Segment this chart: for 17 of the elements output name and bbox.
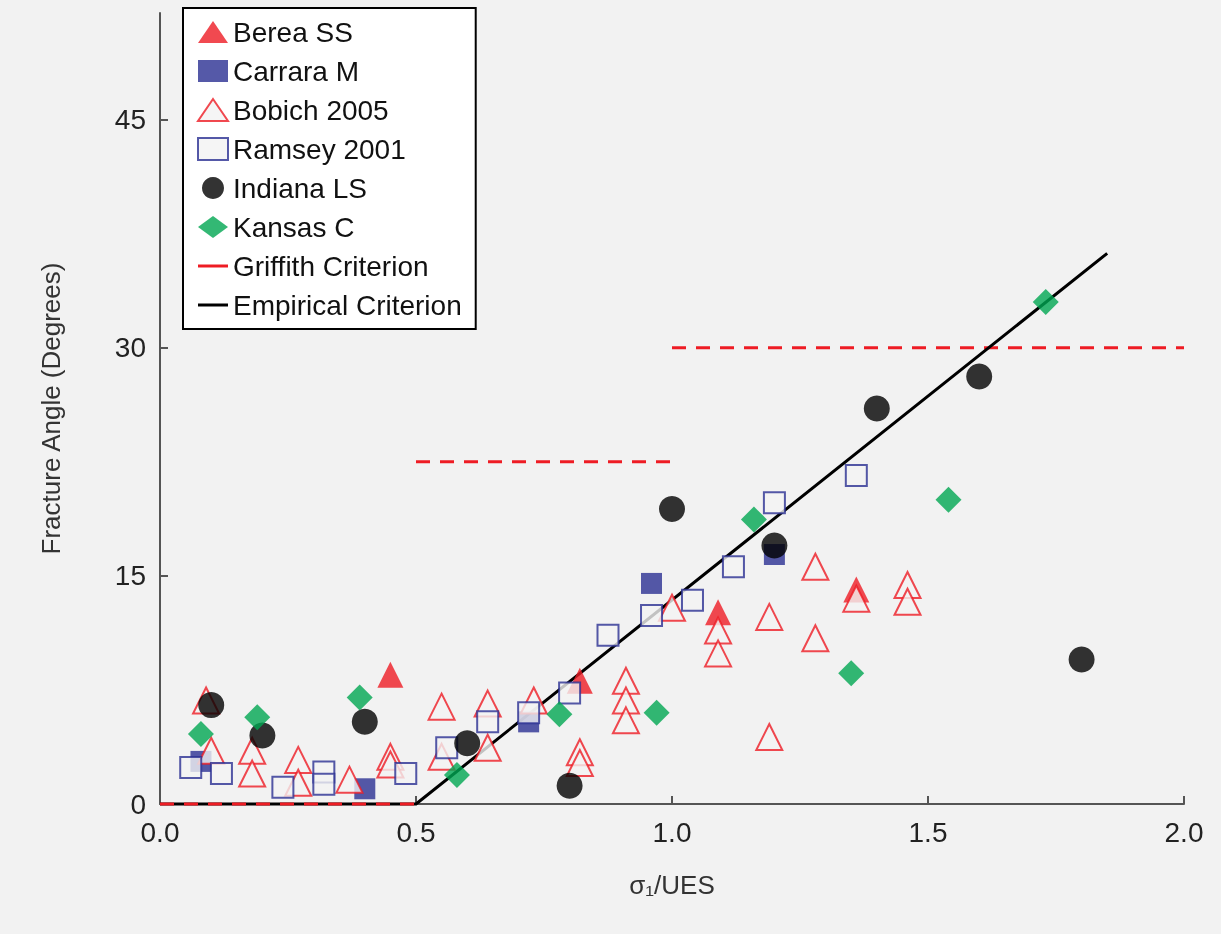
legend-label: Empirical Criterion <box>233 289 462 321</box>
y-tick-label: 30 <box>114 332 146 364</box>
x-tick-label: 1.5 <box>908 816 948 848</box>
legend-label: Bobich 2005 <box>233 94 389 126</box>
x-tick-label: 0.5 <box>396 816 436 848</box>
legend-label: Carrara M <box>233 55 360 87</box>
legend-label: Griffith Criterion <box>233 250 429 282</box>
legend-label: Berea SS <box>233 16 353 48</box>
x-tick-label: 2.0 <box>1164 816 1204 848</box>
legend-label: Indiana LS <box>233 172 367 204</box>
x-axis-title: σ₁/UES <box>629 870 715 900</box>
legend-label: Ramsey 2001 <box>233 133 406 165</box>
x-tick-label: 1.0 <box>652 816 692 848</box>
y-tick-label: 45 <box>114 103 146 135</box>
legend-label: Kansas C <box>233 211 355 243</box>
y-axis-title: Fracture Angle (Degrees) <box>36 262 66 555</box>
y-tick-label: 15 <box>114 560 146 592</box>
